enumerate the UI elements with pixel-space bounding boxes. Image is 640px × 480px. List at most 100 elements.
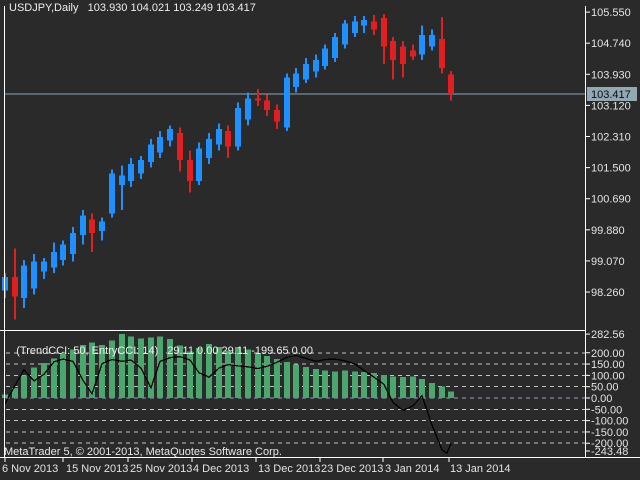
indicator-axis-label: 0.00 <box>591 393 612 405</box>
histogram-bar <box>342 370 348 398</box>
candle-bull <box>303 63 309 80</box>
candle-bull <box>167 129 173 141</box>
axes: 105.550 104.740 103.930 103.120 102.310 101.5… <box>0 6 640 475</box>
histogram-bar <box>41 362 47 398</box>
candle-bear <box>187 159 193 182</box>
candle-bull <box>361 19 367 26</box>
candle-bear <box>12 277 18 297</box>
current-price-tag-label: 103.417 <box>591 89 631 101</box>
histogram-bar <box>148 337 154 398</box>
candle-bull <box>41 261 47 272</box>
candle-bull <box>245 98 251 120</box>
current-price-tag <box>587 87 637 101</box>
price-axis-label: 102.310 <box>591 132 631 144</box>
indicator-axis-label: -150.00 <box>591 427 628 439</box>
candle-bear <box>264 100 270 111</box>
candle-bear <box>255 98 261 101</box>
histogram-bar <box>448 391 454 398</box>
indicator-current-values: 29.11 0.00 29.11 -199.65 0.00 <box>167 345 314 357</box>
candle-bear <box>410 50 416 57</box>
candle-bull <box>99 221 105 231</box>
candle-bear <box>381 17 387 47</box>
histogram-bar <box>322 370 328 398</box>
indicator-axis-label: 282.56 <box>591 329 625 341</box>
histogram-bar <box>51 358 57 398</box>
candle-bull <box>80 215 86 235</box>
candle-bull <box>342 23 348 45</box>
histogram-bar <box>89 342 95 398</box>
histogram-bar <box>293 364 299 398</box>
candle-bull <box>419 35 425 55</box>
price-axis-label: 98.260 <box>591 287 625 299</box>
candle-bull <box>216 129 222 145</box>
histogram-bar <box>429 383 435 398</box>
candle-bull <box>235 108 241 147</box>
histogram-bar <box>255 352 261 398</box>
histogram-bar <box>70 349 76 398</box>
time-axis-label: 15 Nov 2013 <box>66 463 128 475</box>
histogram-bar <box>284 361 290 398</box>
candle-bull <box>322 48 328 66</box>
histogram-bar <box>128 336 134 398</box>
histogram-bar <box>390 376 396 398</box>
histogram-bar <box>99 344 105 398</box>
histogram-bar <box>216 347 222 398</box>
candle-bull <box>352 21 358 34</box>
candle-bull <box>157 136 163 153</box>
histogram-bar <box>206 344 212 398</box>
candle-bull <box>332 37 338 59</box>
indicator-axis-label: -200.00 <box>591 438 628 450</box>
candle-bear <box>371 21 377 30</box>
candle-bull <box>31 261 37 289</box>
indicator-caption: (TrendCCI: 50, EntryCCI: 14) 29.11 0.00 2… <box>4 333 313 369</box>
time-axis-label: 25 Nov 2013 <box>130 463 192 475</box>
histogram-bar <box>187 351 193 398</box>
candle-bear <box>225 131 231 147</box>
histogram-bar <box>235 347 241 398</box>
time-axis-label: 3 Jan 2014 <box>385 463 439 475</box>
candle-wick <box>257 88 259 107</box>
histogram-bar <box>264 356 270 398</box>
candle-bull <box>119 175 125 185</box>
histogram-bar <box>245 349 251 398</box>
indicator-axis-label: 50.00 <box>591 382 619 394</box>
candle-bear <box>274 110 280 122</box>
main-chart-panel[interactable] <box>2 14 585 320</box>
histogram-bar <box>439 386 445 398</box>
histogram-bar <box>80 344 86 398</box>
histogram-bar <box>225 350 231 398</box>
histogram-bar <box>352 371 358 398</box>
histogram-bar <box>157 336 163 398</box>
candle-bear <box>448 74 454 94</box>
indicator-axis-label: -50.00 <box>591 404 622 416</box>
indicator-axis-label: 150.00 <box>591 359 625 371</box>
indicator-panel[interactable] <box>2 334 585 455</box>
histogram-bar <box>60 353 66 398</box>
candle-bull <box>109 173 115 214</box>
histogram-bar <box>361 372 367 398</box>
histogram-bar <box>332 371 338 398</box>
indicator-axis-label: -100.00 <box>591 416 628 428</box>
candle-bull <box>70 232 76 255</box>
chart-title-ohlc: USDJPY,Daily 103.930 104.021 103.249 103… <box>9 2 256 14</box>
histogram-bar <box>303 366 309 398</box>
histogram-bar <box>313 369 319 398</box>
candle-bull <box>138 159 144 174</box>
histogram-bar <box>12 387 18 398</box>
candle-bull <box>293 73 299 87</box>
price-axis-label: 104.740 <box>591 38 631 50</box>
candle-bull <box>313 60 319 72</box>
price-axis-label: 103.930 <box>591 69 631 81</box>
histogram-bar <box>21 375 27 398</box>
candle-bear <box>400 46 406 64</box>
histogram-bar <box>371 373 377 398</box>
price-axis-label: 100.690 <box>591 194 631 206</box>
copyright-text: MetaTrader 5, © 2001-2013, MetaQuotes So… <box>4 446 282 458</box>
candle-bear <box>439 38 445 68</box>
candle-bull <box>60 244 66 260</box>
price-axis-label: 101.500 <box>591 163 631 175</box>
time-axis-label: 4 Dec 2013 <box>193 463 249 475</box>
indicator-name-params: (TrendCCI: 50, EntryCCI: 14) <box>16 345 159 357</box>
